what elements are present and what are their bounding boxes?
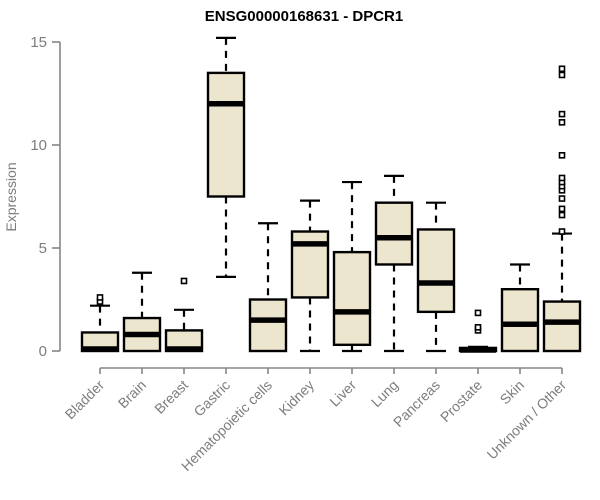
y-tick-label: 15 bbox=[30, 34, 47, 51]
x-category-label: Prostate bbox=[437, 377, 485, 425]
y-tick-label: 5 bbox=[39, 240, 47, 257]
outlier-point bbox=[474, 324, 482, 331]
box-group-brain bbox=[122, 271, 162, 353]
x-category-label: Lung bbox=[368, 377, 401, 410]
box-group-bladder bbox=[80, 294, 120, 353]
iqr-box bbox=[542, 300, 582, 353]
outlier-point bbox=[558, 205, 566, 213]
box-group-hematopoietic-cells bbox=[248, 222, 288, 353]
y-axis-label: Expression bbox=[3, 162, 19, 231]
x-category-label: Unknown / Other bbox=[484, 377, 570, 463]
outlier-point bbox=[558, 228, 566, 235]
y-tick-label: 0 bbox=[39, 343, 47, 360]
y-tick-label: 10 bbox=[30, 137, 47, 154]
outlier-point bbox=[558, 119, 566, 126]
x-category-label: Breast bbox=[151, 377, 191, 417]
iqr-box bbox=[248, 298, 288, 353]
iqr-box bbox=[500, 288, 540, 353]
box-group-pancreas bbox=[416, 201, 456, 353]
box-group-unknown-other bbox=[542, 65, 582, 353]
outlier-point bbox=[558, 110, 566, 118]
x-category-label: Skin bbox=[497, 377, 528, 408]
x-category-label: Brain bbox=[115, 377, 149, 411]
box-group-kidney bbox=[290, 199, 330, 353]
x-category-label: Bladder bbox=[62, 377, 108, 423]
outlier-point bbox=[558, 65, 566, 73]
chart-title: ENSG00000168631 - DPCR1 bbox=[205, 8, 403, 25]
outlier-point bbox=[180, 277, 188, 285]
iqr-box bbox=[332, 250, 372, 347]
outlier-point bbox=[558, 195, 566, 202]
outlier-point bbox=[96, 294, 104, 301]
iqr-box bbox=[206, 71, 246, 198]
y-axis: 0 5 10 15 bbox=[30, 34, 61, 360]
box-group-breast bbox=[164, 277, 204, 353]
outlier-point bbox=[558, 152, 566, 159]
box-group-liver bbox=[332, 180, 372, 353]
iqr-box bbox=[374, 201, 414, 266]
plot-area: 0 5 10 15 Bladder Brain Breast GastricHematopoi… bbox=[30, 34, 582, 474]
x-category-label: Pancreas bbox=[390, 377, 443, 430]
outlier-point bbox=[558, 174, 566, 182]
outlier-point bbox=[558, 211, 566, 219]
outlier-point bbox=[558, 71, 566, 79]
iqr-box bbox=[416, 228, 456, 314]
box-group-lung bbox=[374, 174, 414, 353]
box-group-skin bbox=[500, 263, 540, 353]
x-category-label: Kidney bbox=[276, 377, 318, 419]
box-group-prostate bbox=[458, 309, 498, 353]
box-group-gastric bbox=[206, 36, 246, 278]
outlier-point bbox=[474, 309, 482, 317]
x-category-label: Liver bbox=[326, 377, 359, 410]
